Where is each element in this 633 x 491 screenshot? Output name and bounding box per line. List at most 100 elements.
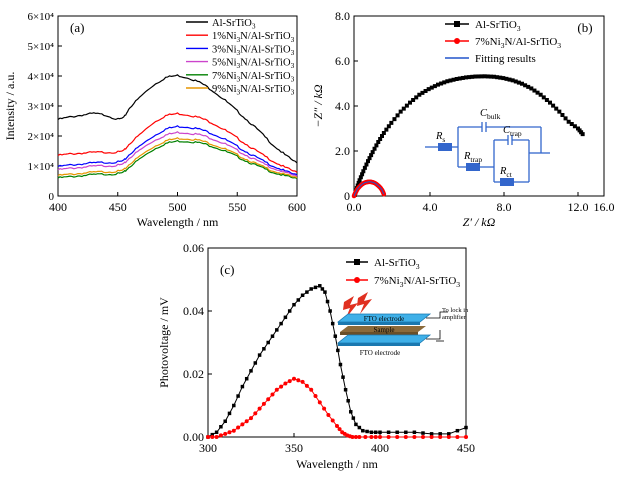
- data-point: [336, 348, 340, 353]
- data-point: [404, 430, 408, 435]
- series-line: [208, 378, 466, 438]
- data-point: [330, 418, 335, 423]
- resistor: [500, 178, 514, 186]
- data-point: [417, 92, 422, 97]
- data-point: [557, 109, 562, 114]
- data-point: [356, 180, 361, 185]
- data-point: [404, 103, 409, 108]
- inset-label: FTO electrode: [364, 315, 405, 323]
- legend-marker: [354, 277, 360, 283]
- data-point: [485, 74, 490, 79]
- data-point: [429, 432, 434, 436]
- data-point: [467, 75, 472, 80]
- inset-label: amplifier: [442, 314, 467, 321]
- data-point: [476, 74, 481, 79]
- data-point: [374, 143, 379, 148]
- data-point: [423, 89, 428, 93]
- data-point: [287, 379, 292, 384]
- panel-label: (a): [70, 20, 84, 35]
- data-point: [414, 95, 419, 100]
- panel-c-chart: 300 350 400 450 0.00 0.02 0.04 0.06 Wavelength /…: [157, 241, 475, 471]
- x-tick-label: 550: [228, 200, 246, 214]
- data-point: [482, 74, 487, 79]
- legend-label: Al-SrTiO3: [212, 18, 256, 31]
- data-point: [373, 435, 378, 439]
- data-point: [357, 435, 362, 439]
- data-point: [395, 430, 399, 435]
- data-point: [439, 81, 444, 86]
- light-icon: [357, 292, 372, 314]
- legend-label: 7%Ni3N/Al-SrTiO3: [212, 71, 295, 84]
- data-point: [421, 435, 425, 439]
- data-point: [420, 90, 425, 95]
- data-point: [438, 435, 443, 439]
- series-line: [57, 137, 298, 179]
- data-point: [328, 309, 332, 313]
- circuit-label: Rs: [435, 131, 445, 144]
- data-point: [551, 103, 556, 108]
- data-point: [236, 394, 240, 398]
- y-tick-label: 4.0: [335, 99, 350, 113]
- legend-label: Al-SrTiO3: [374, 257, 420, 271]
- data-point: [296, 298, 301, 302]
- y-tick-label: 8.0: [335, 9, 350, 23]
- data-point: [381, 131, 386, 135]
- data-point: [365, 429, 369, 434]
- data-point: [510, 78, 515, 83]
- data-point: [231, 428, 236, 433]
- data-point: [300, 379, 305, 384]
- data-point: [492, 74, 496, 79]
- data-point: [386, 430, 391, 435]
- x-tick-label: 500: [169, 200, 187, 214]
- data-point: [335, 423, 339, 428]
- x-tick-label: 16.0: [594, 200, 615, 214]
- data-point: [262, 347, 266, 351]
- data-point: [323, 290, 327, 294]
- data-point: [227, 430, 232, 435]
- data-point: [378, 435, 382, 439]
- sample-layer-edge: [340, 332, 418, 335]
- inset-label: Sample: [374, 326, 395, 334]
- data-point: [309, 387, 314, 392]
- data-point: [498, 75, 503, 80]
- data-point: [408, 100, 412, 105]
- data-point: [395, 435, 400, 439]
- x-tick-label: 350: [285, 441, 303, 455]
- data-point: [270, 392, 275, 397]
- data-point: [526, 84, 531, 89]
- data-point: [366, 159, 370, 164]
- data-point: [378, 430, 382, 435]
- data-point: [353, 435, 358, 439]
- data-point: [411, 98, 416, 102]
- data-point: [398, 109, 403, 114]
- y-tick-label: 0.00: [183, 430, 204, 444]
- circuit-label: Ctrap: [503, 125, 522, 138]
- legend-marker: [454, 38, 460, 44]
- resistor: [466, 163, 480, 171]
- data-point: [244, 376, 249, 381]
- data-point: [261, 401, 266, 406]
- series-line: [57, 74, 298, 164]
- y-tick-label: 0: [49, 191, 55, 203]
- data-point: [532, 88, 537, 93]
- series-line: [57, 112, 298, 173]
- y-tick-label: 1×10⁴: [27, 161, 54, 173]
- data-point: [401, 106, 406, 111]
- x-tick-label: 600: [288, 200, 306, 214]
- data-point: [516, 80, 521, 85]
- data-point: [451, 77, 456, 82]
- x-tick-label: 300: [199, 441, 217, 455]
- resistor: [438, 143, 452, 151]
- plot-frame: [207, 247, 467, 438]
- data-point: [249, 369, 253, 373]
- data-point: [464, 435, 468, 439]
- data-point: [529, 86, 534, 91]
- data-point: [412, 435, 417, 439]
- data-point: [206, 435, 210, 439]
- legend-label: 1%Ni3N/Al-SrTiO3: [212, 31, 295, 44]
- data-point: [367, 156, 372, 161]
- data-point: [283, 315, 288, 320]
- inset-label: FTO electrode: [360, 349, 401, 357]
- data-point: [380, 134, 384, 138]
- y-tick-label: 6.0: [335, 54, 350, 68]
